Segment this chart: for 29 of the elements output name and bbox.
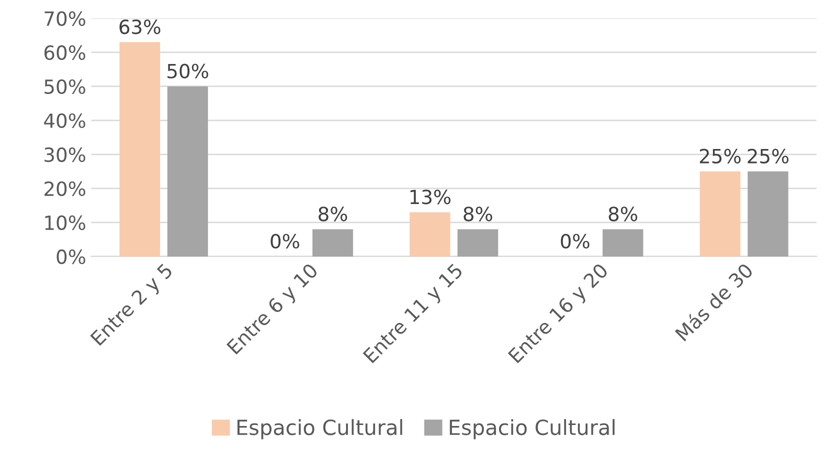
bar: [700, 171, 740, 256]
legend-label: Espacio Cultural: [450, 419, 615, 440]
data-label: 8%: [464, 206, 492, 222]
legend-label: Espacio Cultural: [237, 419, 402, 440]
bar: [167, 86, 208, 256]
data-label: 25%: [748, 148, 788, 164]
bar: [410, 212, 450, 256]
y-tick-label: 40%: [44, 113, 86, 128]
x-tick-label: Más de 30: [674, 262, 754, 342]
data-label: 13%: [410, 190, 450, 204]
y-tick-label: 60%: [44, 45, 86, 60]
bar: [602, 229, 644, 256]
data-label: 8%: [608, 206, 638, 222]
y-tick-label: 20%: [44, 181, 86, 196]
bar: [312, 229, 354, 256]
data-label: 0%: [270, 234, 300, 249]
y-tick-label: 30%: [44, 147, 86, 162]
y-tick-label: 70%: [44, 11, 86, 26]
y-tick-label: 0%: [56, 249, 86, 264]
data-label: 25%: [700, 148, 741, 164]
bar: [748, 171, 788, 256]
data-label: 50%: [168, 64, 208, 78]
y-tick-label: 50%: [44, 79, 86, 94]
data-label: 0%: [560, 234, 590, 249]
data-label: 8%: [318, 206, 348, 222]
y-tick-label: 10%: [45, 215, 86, 230]
bar: [458, 229, 498, 256]
data-label: 63%: [120, 19, 160, 34]
bar: [119, 42, 160, 256]
